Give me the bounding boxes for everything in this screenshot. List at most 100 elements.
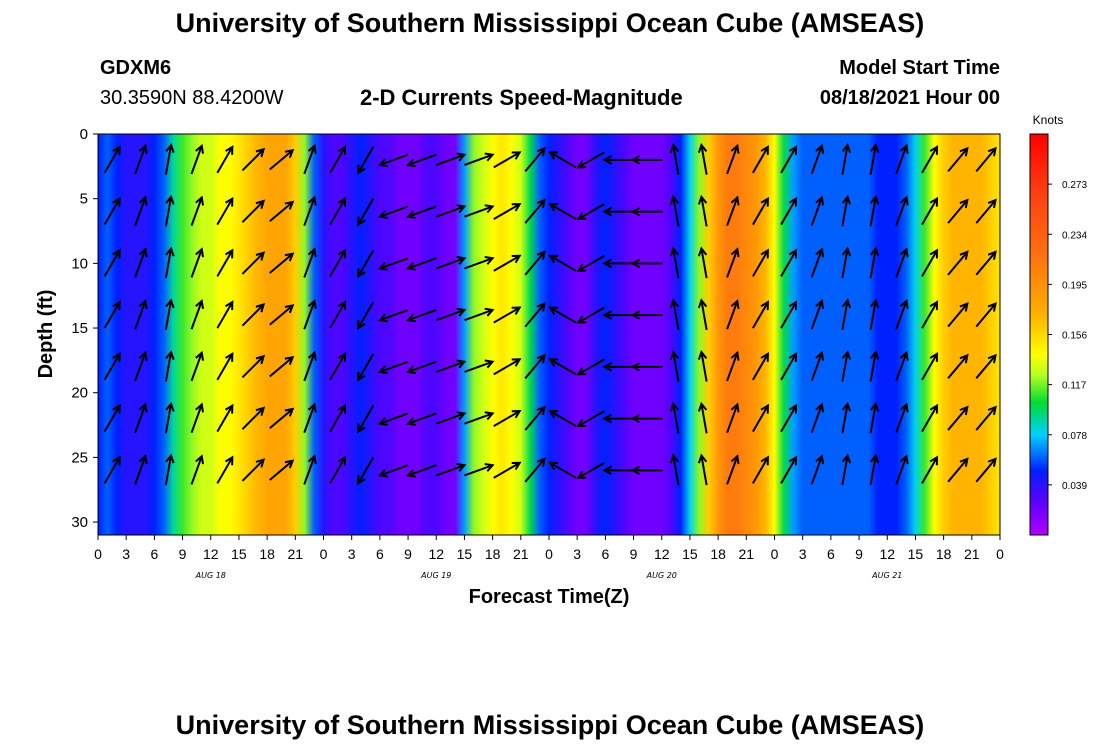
current-vector-arrow	[602, 310, 635, 320]
current-vector-arrow	[869, 453, 880, 486]
current-vector-arrow	[406, 257, 437, 271]
colorbar-tick-label: 0.078	[1062, 431, 1087, 442]
current-vector-arrow	[190, 247, 204, 278]
current-vector-arrow	[975, 146, 997, 173]
current-vector-arrow	[524, 457, 546, 483]
current-vector-arrow	[576, 203, 605, 221]
current-vector-arrow	[134, 402, 148, 434]
current-vector-arrow	[630, 362, 663, 372]
current-vector-arrow	[726, 350, 740, 382]
current-vector-arrow	[164, 298, 175, 331]
current-vector-arrow	[134, 299, 148, 330]
current-vector-arrow	[602, 413, 635, 424]
current-vector-arrow	[303, 143, 317, 175]
current-vector-arrow	[947, 457, 969, 483]
y-axis-label: Depth (ft)	[35, 290, 57, 379]
x-tick-label: 3	[122, 546, 130, 562]
current-vector-arrow	[841, 350, 852, 382]
current-vector-arrow	[377, 205, 409, 219]
current-vector-arrow	[329, 352, 347, 381]
current-vector-arrow	[780, 352, 798, 381]
x-tick-label: 15	[457, 546, 473, 562]
current-vector-arrow	[752, 248, 769, 277]
current-vector-arrow	[241, 458, 266, 482]
current-vector-arrow	[134, 454, 148, 485]
y-tick-label: 25	[71, 449, 88, 466]
current-vector-arrow	[810, 454, 825, 485]
x-tick-label: 0	[996, 546, 1004, 562]
current-vector-arrow	[269, 252, 295, 274]
current-vector-arrow	[841, 401, 852, 434]
current-vector-arrow	[869, 143, 880, 175]
current-vector-arrow	[435, 307, 467, 322]
current-vector-arrow	[241, 147, 266, 172]
day-label: AUG 21	[871, 571, 902, 580]
current-vector-arrow	[241, 303, 266, 327]
current-vector-arrow	[841, 194, 852, 227]
current-vector-arrow	[164, 350, 175, 382]
current-vector-arrow	[697, 246, 708, 279]
current-vector-arrow	[377, 257, 409, 271]
x-tick-label: 15	[231, 546, 247, 562]
current-vector-arrow	[329, 196, 347, 226]
current-vector-arrow	[377, 360, 409, 375]
current-vector-arrow	[406, 205, 437, 219]
current-vector-arrow	[548, 306, 577, 324]
current-vector-arrow	[524, 198, 546, 224]
current-vector-arrow	[493, 306, 522, 324]
current-vector-arrow	[697, 350, 708, 382]
x-tick-label: 21	[739, 546, 755, 562]
x-tick-label: 18	[936, 546, 952, 562]
current-vector-arrow	[269, 304, 295, 326]
current-vector-arrow	[103, 352, 121, 381]
current-vector-arrow	[780, 196, 798, 226]
model-start-label: Model Start Time	[839, 57, 1000, 79]
y-tick-label: 30	[71, 514, 88, 531]
current-vector-arrow	[269, 355, 295, 378]
current-vector-arrow	[524, 302, 546, 328]
current-vector-arrow	[602, 206, 635, 217]
current-vector-arrow	[975, 198, 997, 224]
current-vector-arrow	[216, 145, 234, 174]
x-tick-label: 21	[513, 546, 529, 562]
speed-heatmap	[98, 134, 1000, 535]
current-vector-arrow	[164, 194, 175, 227]
current-vector-arrow	[303, 299, 317, 330]
current-vector-arrow	[630, 206, 663, 217]
current-vector-arrow	[493, 410, 522, 427]
current-vector-arrow	[357, 198, 375, 227]
current-vector-arrow	[576, 306, 605, 324]
current-vector-arrow	[726, 299, 740, 330]
current-vector-arrow	[103, 248, 121, 277]
current-vector-arrow	[869, 401, 880, 434]
current-vector-arrow	[548, 358, 577, 376]
current-vector-arrow	[726, 402, 740, 434]
x-tick-label: 12	[654, 546, 670, 562]
x-tick-label: 6	[150, 546, 158, 562]
x-tick-label: 6	[376, 546, 384, 562]
current-vector-arrow	[216, 403, 234, 433]
current-vector-arrow	[377, 309, 409, 323]
current-vector-arrow	[947, 353, 969, 379]
current-vector-arrow	[869, 246, 880, 279]
current-vector-arrow	[357, 456, 375, 486]
current-vector-arrow	[190, 143, 204, 175]
day-label: AUG 19	[420, 571, 451, 580]
current-vector-arrow	[548, 461, 577, 479]
current-vector-arrow	[602, 362, 635, 372]
current-vector-arrow	[921, 145, 939, 174]
current-vector-arrow	[269, 407, 295, 429]
current-vector-arrow	[841, 298, 852, 331]
x-tick-label: 18	[485, 546, 501, 562]
current-vector-arrow	[103, 403, 121, 433]
day-label: AUG 18	[195, 571, 226, 580]
current-vector-arrow	[576, 410, 605, 428]
x-tick-label: 18	[259, 546, 275, 562]
current-vector-arrow	[493, 358, 522, 376]
current-vector-arrow	[190, 402, 204, 434]
colorbar-title: Knots	[1033, 113, 1064, 127]
current-vector-arrow	[947, 250, 969, 276]
current-vector-arrow	[329, 455, 347, 484]
current-vector-arrow	[548, 151, 577, 169]
current-vector-arrow	[780, 300, 798, 329]
